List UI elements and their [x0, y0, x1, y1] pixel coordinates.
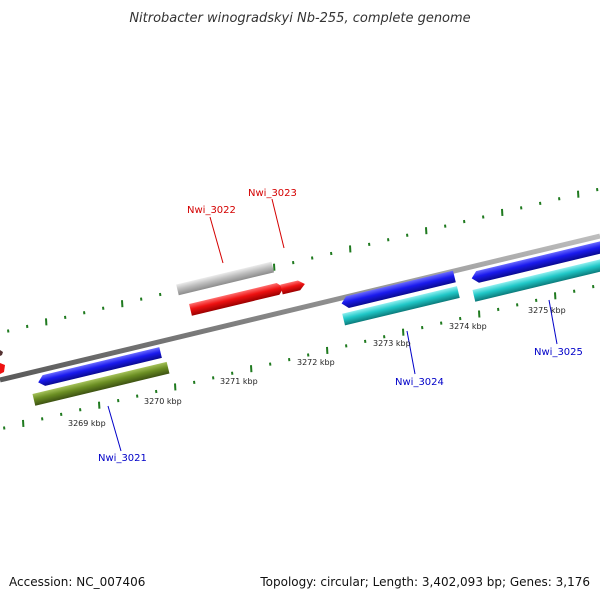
gene-right-cyan-2[interactable] [472, 255, 600, 302]
scale-label-3275: 3275 kbp [528, 306, 566, 315]
gene-label-nwi-3023[interactable]: Nwi_3023 [248, 188, 297, 199]
lower-tick-row [3, 285, 595, 430]
genome-backbone [0, 233, 600, 383]
gene-right-blue-2[interactable] [470, 237, 600, 285]
gene-right-blue-1[interactable] [340, 270, 456, 310]
gene-left-blue[interactable] [37, 347, 162, 387]
gene-small-red[interactable] [280, 279, 306, 295]
gene-mid-red[interactable] [189, 282, 285, 316]
leader-nwi-3025 [548, 299, 558, 345]
edge-fragment-red [0, 363, 5, 374]
scale-label-3270: 3270 kbp [144, 397, 182, 406]
gene-label-nwi-3022[interactable]: Nwi_3022 [187, 205, 236, 216]
map-title: Nitrobacter winogradskyi Nb-255, complet… [129, 11, 470, 26]
accession-text: Accession: NC_007406 [9, 575, 145, 589]
gene-label-nwi-3021[interactable]: Nwi_3021 [98, 453, 147, 464]
gene-label-nwi-3024[interactable]: Nwi_3024 [395, 377, 444, 388]
gene-right-cyan-1[interactable] [342, 286, 460, 326]
gene-left-olive[interactable] [32, 361, 170, 406]
scale-label-3274: 3274 kbp [449, 322, 487, 331]
gene-label-nwi-3025[interactable]: Nwi_3025 [534, 347, 583, 358]
summary-text: Topology: circular; Length: 3,402,093 bp… [259, 575, 590, 589]
leader-nwi-3022 [209, 216, 224, 264]
leader-nwi-3023 [271, 198, 285, 249]
gene-mid-gray[interactable] [176, 261, 275, 296]
leader-nwi-3021 [107, 405, 122, 452]
scale-label-3269: 3269 kbp [68, 419, 106, 428]
edge-fragment-dark [0, 350, 3, 356]
scale-label-3273: 3273 kbp [373, 339, 411, 348]
scale-label-3271: 3271 kbp [220, 377, 258, 386]
scale-label-3272: 3272 kbp [297, 358, 335, 367]
leader-nwi-3024 [406, 330, 416, 375]
